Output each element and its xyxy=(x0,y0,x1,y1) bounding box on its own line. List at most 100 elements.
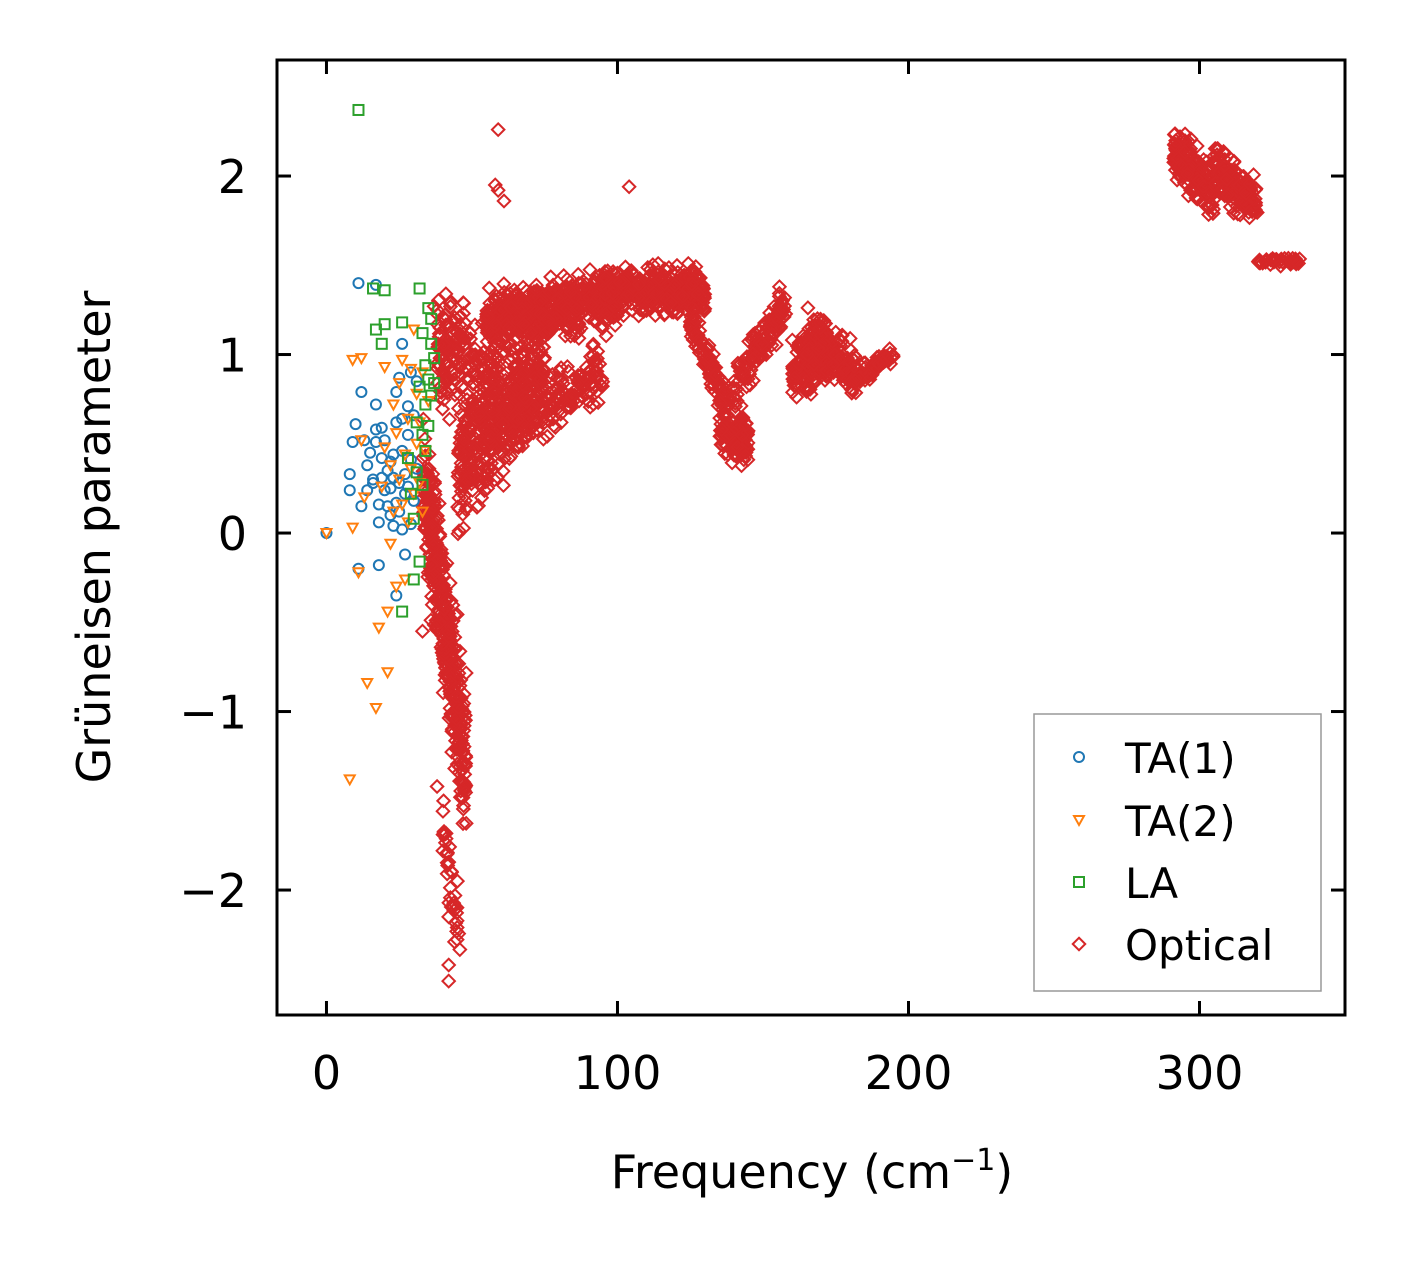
point-optical xyxy=(430,512,446,528)
point-optical xyxy=(495,477,512,494)
point-ta2 xyxy=(386,506,401,519)
point-ta2 xyxy=(383,538,398,551)
point-optical xyxy=(458,665,474,681)
point-optical xyxy=(503,300,519,316)
point-optical xyxy=(455,506,471,522)
point-optical xyxy=(585,336,602,352)
point-optical xyxy=(1219,187,1235,203)
point-optical xyxy=(529,415,545,432)
point-optical xyxy=(430,595,447,612)
point-optical xyxy=(764,326,781,343)
point-optical xyxy=(500,442,517,458)
legend-marker-ta1 xyxy=(1073,751,1085,763)
point-optical xyxy=(420,486,436,502)
y-tick-label: −2 xyxy=(179,864,247,918)
y-tick-label: −1 xyxy=(179,686,247,740)
point-ta1 xyxy=(369,436,382,448)
legend-markers xyxy=(1071,751,1087,952)
point-optical xyxy=(1197,197,1213,213)
point-ta2 xyxy=(345,522,360,535)
point-optical xyxy=(509,382,525,399)
point-optical xyxy=(455,789,471,806)
point-optical xyxy=(594,320,611,337)
point-optical xyxy=(459,386,476,403)
point-ta1 xyxy=(407,494,420,507)
point-optical xyxy=(442,673,458,690)
point-optical xyxy=(523,324,539,341)
point-optical xyxy=(476,451,493,468)
x-tick-label: 0 xyxy=(312,1046,341,1100)
point-optical xyxy=(1211,164,1228,181)
point-optical xyxy=(737,448,754,464)
point-optical xyxy=(655,291,671,307)
point-optical xyxy=(488,371,504,387)
point-optical xyxy=(430,292,447,309)
point-optical xyxy=(502,399,518,415)
point-optical xyxy=(1177,144,1193,160)
point-optical xyxy=(1200,206,1217,223)
point-optical xyxy=(684,300,701,316)
y-tick-label: 0 xyxy=(218,507,247,561)
point-optical xyxy=(712,395,729,411)
point-optical xyxy=(568,301,585,318)
point-la xyxy=(416,327,429,340)
point-optical xyxy=(771,279,788,295)
point-ta2 xyxy=(357,492,372,505)
point-optical xyxy=(640,259,656,276)
point-ta1 xyxy=(396,523,409,536)
point-optical xyxy=(605,278,622,294)
point-optical xyxy=(1211,149,1227,165)
point-optical xyxy=(451,367,467,384)
point-ta1 xyxy=(372,559,385,572)
point-optical xyxy=(477,474,494,490)
point-optical xyxy=(1247,191,1263,207)
point-optical xyxy=(441,909,457,925)
point-ta2 xyxy=(392,474,406,487)
point-optical xyxy=(584,294,601,311)
legend-marker-optical xyxy=(1071,936,1087,952)
point-optical xyxy=(454,762,470,779)
point-optical xyxy=(435,803,451,819)
point-optical xyxy=(446,332,463,348)
point-optical xyxy=(450,400,467,417)
point-optical xyxy=(536,363,553,380)
point-optical xyxy=(441,957,457,973)
point-la xyxy=(396,605,409,618)
point-optical xyxy=(501,351,517,367)
point-optical xyxy=(1219,171,1235,187)
point-la xyxy=(419,359,432,372)
point-optical xyxy=(441,839,458,855)
point-optical xyxy=(734,427,750,443)
point-optical xyxy=(663,294,679,310)
point-la xyxy=(378,318,391,331)
point-optical xyxy=(814,340,830,356)
point-optical xyxy=(455,754,471,770)
point-optical xyxy=(630,290,647,306)
point-ta2 xyxy=(389,581,404,594)
point-optical xyxy=(436,824,452,841)
point-la xyxy=(413,282,426,295)
point-optical xyxy=(541,312,557,329)
point-optical xyxy=(1216,158,1232,175)
point-optical xyxy=(423,557,439,573)
point-optical xyxy=(519,393,535,410)
point-la xyxy=(413,380,426,393)
point-optical xyxy=(680,255,696,272)
point-optical xyxy=(571,330,587,346)
point-ta1 xyxy=(372,498,385,511)
point-optical xyxy=(436,336,452,353)
point-optical xyxy=(713,422,730,438)
point-ta1 xyxy=(378,434,391,447)
point-optical xyxy=(631,285,647,301)
point-optical xyxy=(677,301,693,317)
axis-ticks: 0 100 200 300 −2 −1 0 1 2 xyxy=(179,60,1345,1100)
legend-marker-ta2 xyxy=(1072,815,1086,828)
point-optical xyxy=(1290,255,1307,272)
point-optical xyxy=(511,424,527,440)
point-optical xyxy=(786,370,803,386)
point-optical xyxy=(464,482,481,498)
point-optical xyxy=(483,455,500,471)
point-optical xyxy=(717,445,733,462)
point-ta2 xyxy=(415,506,430,519)
point-optical xyxy=(835,350,851,366)
